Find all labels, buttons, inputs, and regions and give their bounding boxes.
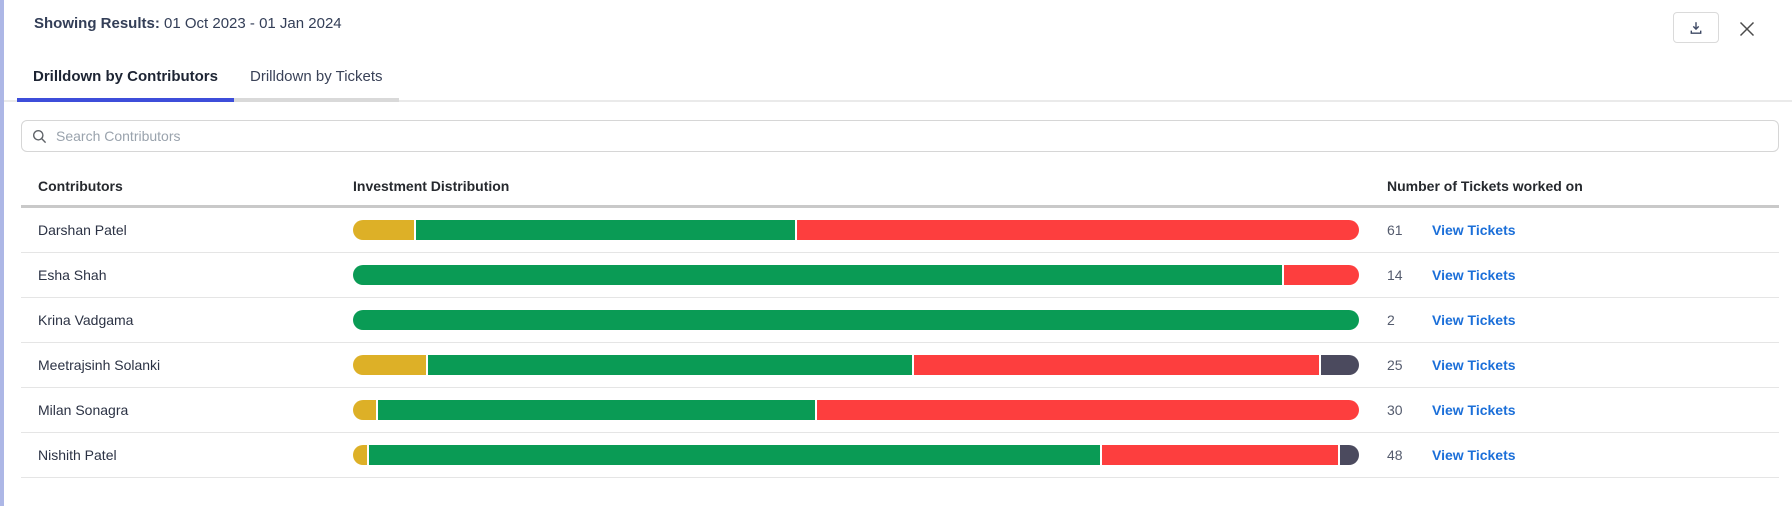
bar-segment-yellow xyxy=(353,355,426,375)
bar-segment-red xyxy=(914,355,1319,375)
view-tickets-link[interactable]: View Tickets xyxy=(1432,267,1516,283)
search-icon xyxy=(32,129,47,144)
table-row: Esha Shah 14 View Tickets xyxy=(21,253,1779,298)
bar-segment-yellow xyxy=(353,400,377,420)
bar-segment-green xyxy=(378,400,815,420)
bar-segment-red xyxy=(1283,265,1359,285)
ticket-count: 61 xyxy=(1387,222,1403,238)
ticket-count: 2 xyxy=(1387,312,1395,328)
bar-segment-yellow xyxy=(353,445,367,465)
table-row: Meetrajsinh Solanki 25 View Tickets xyxy=(21,343,1779,388)
download-icon xyxy=(1688,20,1704,36)
bar-segment-dark xyxy=(1321,355,1359,375)
table-row: Krina Vadgama 2 View Tickets xyxy=(21,298,1779,343)
close-button[interactable] xyxy=(1734,16,1760,42)
table-body: Darshan Patel 61 View Tickets Esha Shah … xyxy=(21,208,1779,478)
header-actions xyxy=(1673,12,1760,43)
close-icon xyxy=(1736,18,1758,40)
showing-results-label: Showing Results: xyxy=(34,15,160,32)
view-tickets-link[interactable]: View Tickets xyxy=(1432,222,1516,238)
contributor-name: Meetrajsinh Solanki xyxy=(38,357,161,373)
bar-segment-yellow xyxy=(353,220,415,240)
contributor-name: Esha Shah xyxy=(38,267,107,283)
search-box xyxy=(21,120,1779,152)
tab-drilldown-by-tickets[interactable]: Drilldown by Tickets xyxy=(234,48,399,102)
investment-distribution-bar xyxy=(353,355,1359,375)
table-row: Darshan Patel 61 View Tickets xyxy=(21,208,1779,253)
investment-distribution-bar xyxy=(353,310,1359,330)
view-tickets-link[interactable]: View Tickets xyxy=(1432,357,1516,373)
contributor-name: Krina Vadgama xyxy=(38,312,134,328)
investment-distribution-bar xyxy=(353,400,1359,420)
column-header-number-of-tickets: Number of Tickets worked on xyxy=(1387,178,1583,194)
showing-results: Showing Results: 01 Oct 2023 - 01 Jan 20… xyxy=(34,12,342,32)
ticket-count: 14 xyxy=(1387,267,1403,283)
contributor-name: Milan Sonagra xyxy=(38,402,129,418)
column-header-contributors: Contributors xyxy=(38,178,123,194)
table-row: Milan Sonagra 30 View Tickets xyxy=(21,388,1779,433)
download-button[interactable] xyxy=(1673,12,1719,43)
bar-segment-red xyxy=(796,220,1359,240)
view-tickets-link[interactable]: View Tickets xyxy=(1432,312,1516,328)
contributors-table: Contributors Investment Distribution Num… xyxy=(21,178,1779,478)
bar-segment-green xyxy=(353,265,1282,285)
investment-distribution-bar xyxy=(353,265,1359,285)
bar-segment-green xyxy=(416,220,795,240)
bar-segment-dark xyxy=(1340,445,1359,465)
panel-header: Showing Results: 01 Oct 2023 - 01 Jan 20… xyxy=(4,0,1792,48)
contributor-name: Darshan Patel xyxy=(38,222,127,238)
table-row: Nishith Patel 48 View Tickets xyxy=(21,433,1779,478)
ticket-count: 30 xyxy=(1387,402,1403,418)
view-tickets-link[interactable]: View Tickets xyxy=(1432,447,1516,463)
bar-segment-green xyxy=(353,310,1359,330)
bar-segment-green xyxy=(369,445,1101,465)
date-range: 01 Oct 2023 - 01 Jan 2024 xyxy=(164,15,342,32)
tab-bar: Drilldown by Contributors Drilldown by T… xyxy=(4,48,1792,102)
bar-segment-red xyxy=(816,400,1359,420)
view-tickets-link[interactable]: View Tickets xyxy=(1432,402,1516,418)
column-header-investment-distribution: Investment Distribution xyxy=(353,178,510,194)
ticket-count: 25 xyxy=(1387,357,1403,373)
investment-distribution-bar xyxy=(353,220,1359,240)
investment-distribution-bar xyxy=(353,445,1359,465)
tab-drilldown-by-contributors[interactable]: Drilldown by Contributors xyxy=(17,48,234,102)
contributor-name: Nishith Patel xyxy=(38,447,117,463)
table-header: Contributors Investment Distribution Num… xyxy=(21,178,1779,208)
bar-segment-green xyxy=(428,355,912,375)
search-input[interactable] xyxy=(56,128,1768,144)
ticket-count: 48 xyxy=(1387,447,1403,463)
bar-segment-red xyxy=(1102,445,1339,465)
